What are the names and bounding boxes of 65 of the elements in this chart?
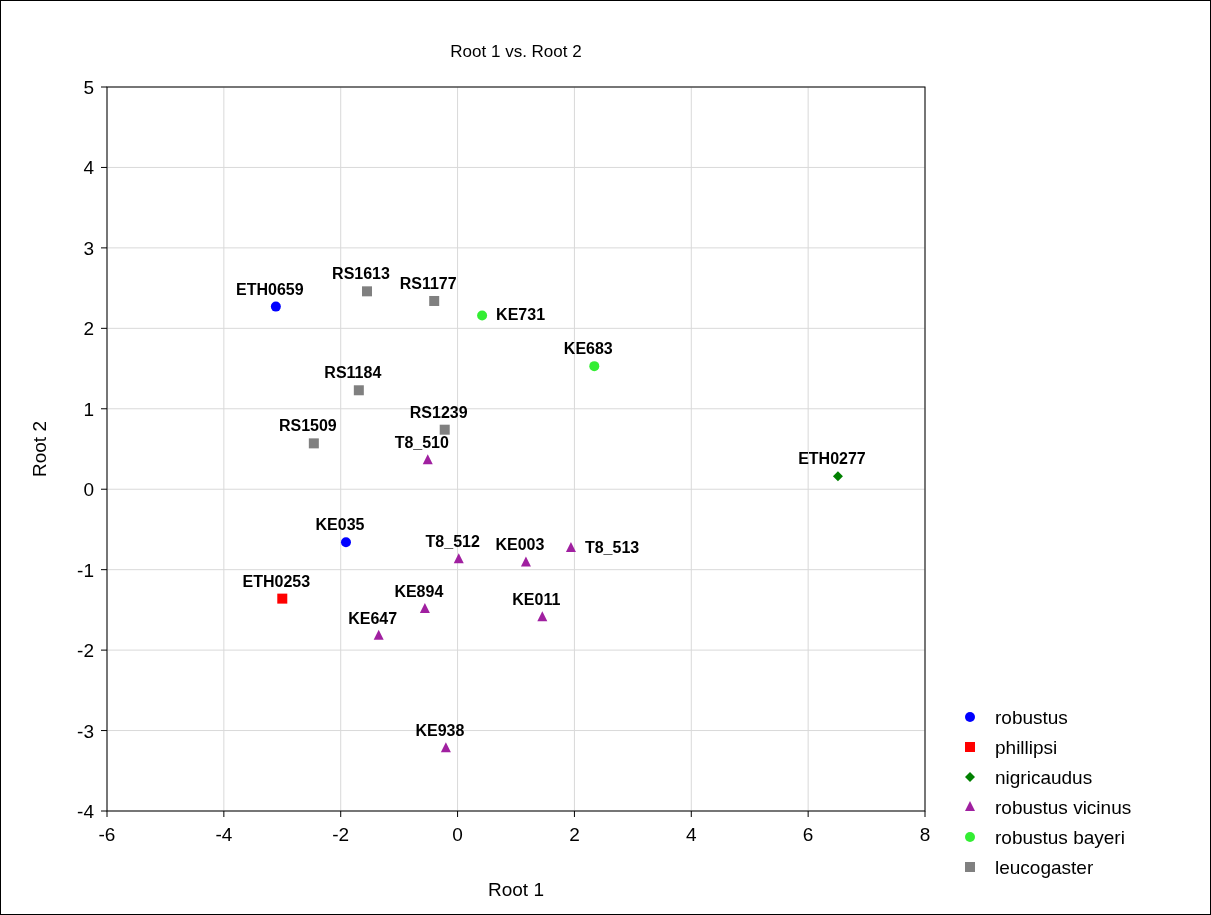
x-tick-label: -2 <box>332 824 350 845</box>
point <box>429 295 440 306</box>
point <box>440 742 451 753</box>
legend-label: robustus <box>995 707 1068 728</box>
y-tick-label: -3 <box>77 720 94 742</box>
annotation: KE035 <box>315 516 365 534</box>
y-axis-title: Root 2 <box>29 421 50 477</box>
legend-label: nigricaudus <box>995 767 1093 788</box>
annotation: ETH0277 <box>798 450 866 468</box>
x-tick-label: 2 <box>569 824 580 845</box>
annotation: KE683 <box>563 340 613 358</box>
point <box>589 361 600 372</box>
point <box>453 553 464 564</box>
annotation: RS1184 <box>324 364 382 382</box>
point <box>353 385 364 396</box>
x-tick-label: 6 <box>802 824 814 845</box>
annotation: RS1177 <box>399 274 457 292</box>
y-tick-label: -1 <box>77 559 94 581</box>
annotation: T8_513 <box>584 538 640 556</box>
point <box>373 629 384 640</box>
point <box>477 310 488 321</box>
x-tick-label: 8 <box>919 824 931 845</box>
y-tick-label: -4 <box>77 801 95 822</box>
annotation: KE003 <box>495 536 545 554</box>
annotation: KE647 <box>348 609 398 627</box>
y-tick-label: 1 <box>83 398 94 420</box>
y-tick-label: 3 <box>83 237 94 259</box>
annotation: T8_512 <box>425 533 480 551</box>
point <box>340 537 351 548</box>
annotation: KE938 <box>415 722 465 740</box>
annotation: KE011 <box>512 591 561 609</box>
x-axis-title: Root 1 <box>488 879 544 900</box>
y-tick-label: 2 <box>83 318 94 340</box>
y-tick-label: -2 <box>77 640 94 662</box>
point <box>277 593 288 604</box>
point <box>308 438 319 449</box>
point <box>422 454 433 465</box>
point <box>537 611 548 622</box>
annotation: RS1239 <box>409 403 468 421</box>
point <box>565 541 576 552</box>
annotation: KE731 <box>496 306 546 324</box>
x-tick-label: 4 <box>686 824 697 845</box>
point <box>520 556 531 567</box>
point <box>832 471 843 482</box>
legend-label: robustus bayeri <box>995 827 1125 848</box>
legend-label: phillipsi <box>995 737 1058 758</box>
point <box>270 301 281 312</box>
chart-title: Root 1 vs. Root 2 <box>450 42 582 61</box>
legend-label: leucogaster <box>995 857 1094 878</box>
point <box>439 424 450 435</box>
y-tick-label: 4 <box>83 157 95 179</box>
x-tick-label: 0 <box>452 824 463 845</box>
x-tick-label: -4 <box>215 824 233 845</box>
y-tick-label: 0 <box>83 479 94 501</box>
point <box>419 603 430 614</box>
annotation: RS1509 <box>278 417 337 435</box>
annotation: ETH0253 <box>242 572 311 590</box>
legend-label: robustus vicinus <box>995 797 1132 818</box>
annotation: KE894 <box>394 583 444 601</box>
x-tick-label: -6 <box>98 824 116 845</box>
point <box>362 286 373 297</box>
y-tick-label: 5 <box>83 77 94 98</box>
annotation: T8_510 <box>394 434 450 452</box>
annotation: ETH0659 <box>236 280 304 298</box>
annotation: RS1613 <box>332 265 391 283</box>
